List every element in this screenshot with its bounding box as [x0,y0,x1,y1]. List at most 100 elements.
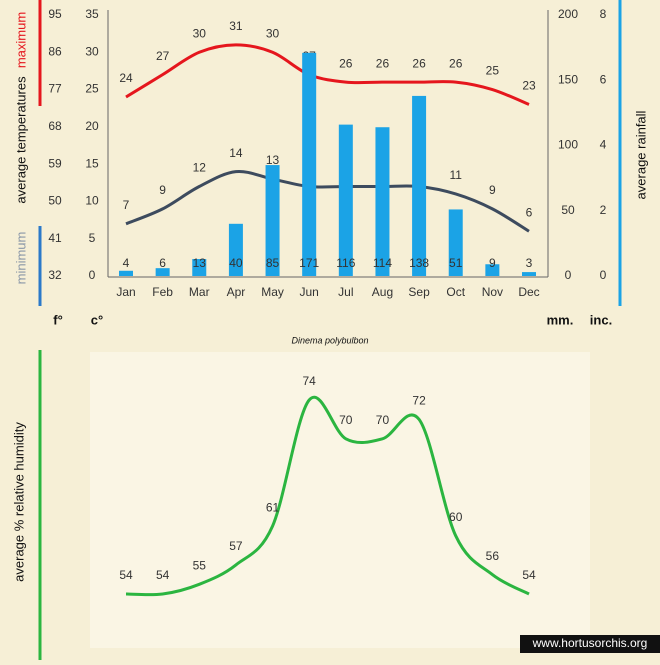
footer: www.hortusorchis.org [532,636,648,650]
bar [338,124,353,277]
value-label: 26 [412,56,426,70]
y2-tick-label: 50 [561,203,575,217]
value-label: 70 [376,413,390,427]
value-label: 25 [486,64,500,78]
bar [265,165,280,276]
value-label: 61 [266,500,280,514]
y-tick-label-f: 59 [48,156,62,170]
value-label: 30 [266,26,280,40]
y-tick-label: 5 [89,231,96,245]
value-label: 27 [156,49,170,63]
value-label: 24 [119,71,133,85]
series-label: maximum [13,12,28,68]
value-label: 9 [489,183,496,197]
y-tick-label: 25 [85,82,99,96]
y2-tick-label: 150 [558,72,578,86]
value-label: 12 [193,161,207,175]
humidity-panel [90,352,590,648]
value-label: 40 [229,256,243,270]
value-label: 26 [449,56,463,70]
y-tick-label: 20 [85,119,99,133]
bar [412,95,427,276]
bar [302,52,317,276]
line [125,395,530,597]
value-label: 7 [123,198,130,212]
value-label: 55 [193,558,207,572]
value-label: 31 [229,19,243,33]
value-label: 26 [339,56,353,70]
bar [192,259,207,276]
value-label: 74 [303,374,317,388]
y2-tick-label-in: 2 [600,203,607,217]
unit-label: inc. [590,312,612,327]
bar [119,270,133,276]
value-label: 171 [299,256,319,270]
value-label: 9 [159,183,166,197]
y-tick-label-f: 86 [48,44,62,58]
y-tick-label-f: 50 [48,194,62,208]
value-label: 85 [266,256,280,270]
value-label: 54 [119,568,133,582]
x-tick-label: Sep [408,285,430,299]
value-label: 9 [489,256,496,270]
bar [522,272,536,276]
x-tick-label: Nov [482,285,503,299]
y-tick-label: 30 [85,44,99,58]
y2-tick-label-in: 0 [600,268,607,282]
bar [375,127,390,276]
y2-tick-label-in: 6 [600,72,607,86]
line [125,43,530,106]
value-label: 70 [339,413,353,427]
x-tick-label: May [261,285,284,299]
y2-tick-label: 0 [565,268,572,282]
x-tick-label: Dec [518,285,539,299]
bar [228,223,243,276]
y-tick-label-f: 68 [48,119,62,133]
bar [155,268,170,276]
value-label: 13 [266,153,280,167]
unit-label: mm. [547,312,574,327]
y-tick-label: 35 [85,7,99,21]
y-tick-label: 10 [85,194,99,208]
value-label: 72 [412,394,426,408]
value-label: 114 [373,256,392,270]
value-label: 54 [522,568,536,582]
value-label: 51 [449,256,463,270]
y-tick-label-f: 41 [48,231,62,245]
y2-tick-label-in: 4 [600,138,607,152]
x-tick-label: Oct [446,285,465,299]
value-label: 138 [409,256,429,270]
value-label: 13 [193,256,207,270]
value-label: 6 [159,256,166,270]
value-label: 3 [526,256,533,270]
humidity-label: average % relative humidity [11,422,26,582]
unit-label: c° [91,312,103,327]
y2-tick-label: 200 [558,7,578,21]
value-label: 57 [229,539,243,553]
y-tick-label-f: 32 [48,268,62,282]
value-label: 6 [526,205,533,219]
unit-label: f° [53,312,63,327]
series-label: minimum [13,232,28,285]
y2-axis-label: average rainfall [633,110,648,199]
x-tick-label: Jan [116,285,135,299]
x-tick-label: Mar [189,285,210,299]
bar [485,264,500,276]
value-label: 56 [486,549,500,563]
y2-tick-label: 100 [558,138,578,152]
x-tick-label: Jul [338,285,353,299]
value-label: 60 [449,510,463,524]
y2-tick-label-in: 8 [600,7,607,21]
value-label: 4 [123,256,130,270]
y-tick-label: 0 [89,268,96,282]
x-tick-label: Aug [372,285,393,299]
x-tick-label: Feb [152,285,173,299]
y-axis-label: average temperatures [13,76,28,204]
y-tick-label: 15 [85,156,99,170]
y-tick-label-f: 77 [48,82,62,96]
bar [448,209,463,276]
x-tick-label: Jun [300,285,319,299]
value-label: 30 [193,26,207,40]
